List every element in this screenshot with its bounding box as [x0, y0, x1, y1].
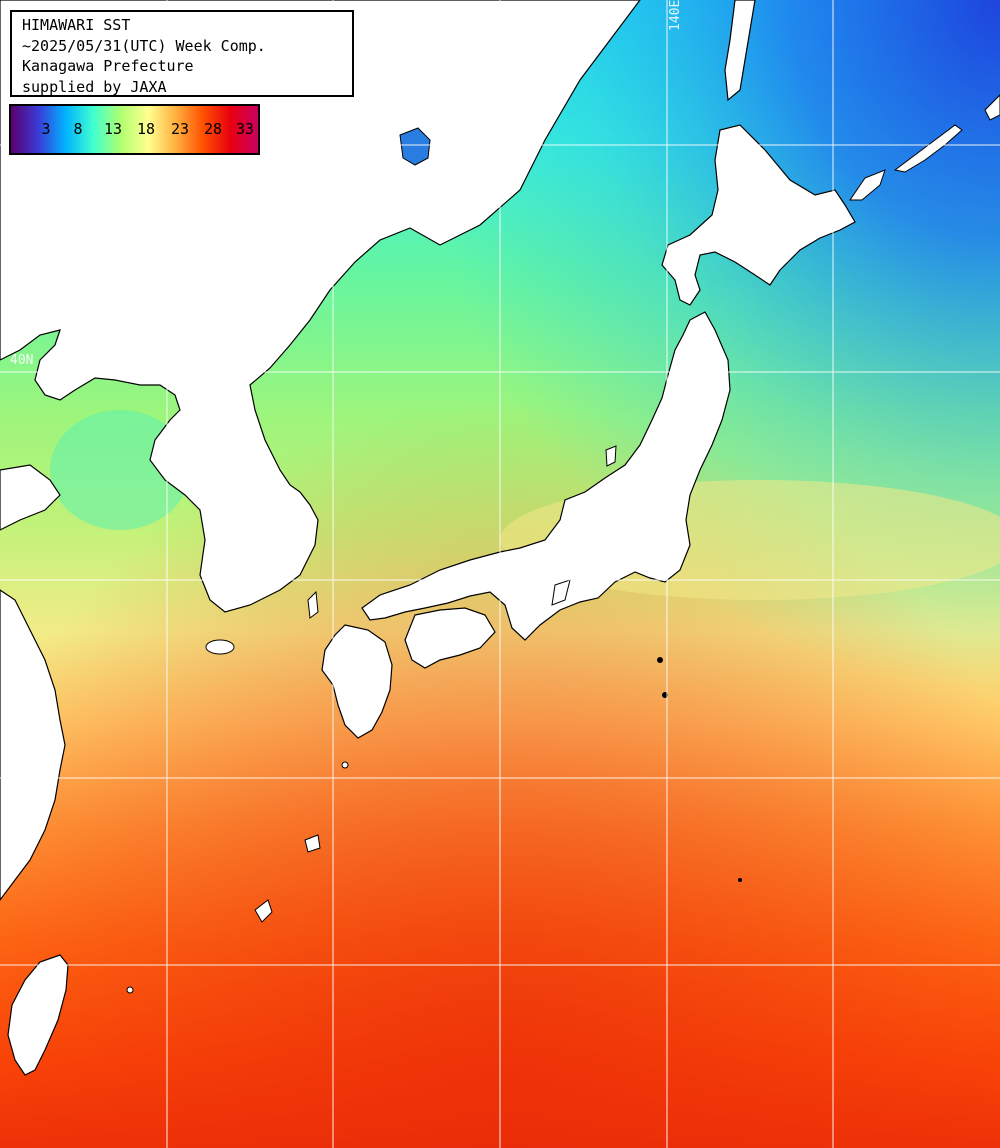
land-shandong	[0, 464, 61, 531]
legend-tick: 3	[41, 120, 51, 138]
land-honshu	[361, 311, 731, 641]
land-china-east-coast	[0, 589, 66, 901]
land-taiwan	[7, 954, 69, 1076]
map-title-box: HIMAWARI SST ~2025/05/31(UTC) Week Comp.…	[10, 10, 354, 97]
land-islet	[341, 761, 349, 769]
land-jeju	[205, 639, 235, 655]
legend-tick: 28	[203, 120, 223, 138]
land-amami	[304, 834, 321, 853]
lake-khanka	[399, 127, 431, 166]
legend-tick: 18	[136, 120, 156, 138]
title-line-1: HIMAWARI SST	[22, 16, 131, 34]
land-sado	[605, 445, 617, 467]
temperature-color-legend: 3 8 13 18 23 28 33	[9, 104, 260, 155]
longitude-label: 140E	[668, 0, 683, 32]
legend-tick: 13	[103, 120, 123, 138]
land-shikoku	[404, 607, 496, 669]
land-kyushu	[321, 624, 393, 739]
land-kuril-2	[893, 124, 963, 173]
land-islet	[738, 878, 742, 882]
legend-tick: 8	[73, 120, 83, 138]
land-hokkaido	[661, 124, 856, 306]
land-kuril-3	[984, 94, 1000, 121]
legend-tick: 33	[235, 120, 255, 138]
land-islet	[126, 986, 134, 994]
title-line-2: ~2025/05/31(UTC) Week Comp.	[22, 36, 266, 55]
land-islet	[657, 657, 663, 663]
title-line-4: supplied by JAXA	[22, 77, 167, 96]
land-tsushima	[307, 590, 319, 619]
title-line-3: Kanagawa Prefecture	[22, 57, 194, 75]
land-izu	[551, 579, 571, 606]
latitude-label: 40N	[10, 353, 34, 368]
land-kuril-1	[849, 169, 886, 201]
land-okinawa	[254, 899, 273, 923]
legend-tick: 23	[170, 120, 190, 138]
land-sakhalin	[724, 0, 756, 102]
